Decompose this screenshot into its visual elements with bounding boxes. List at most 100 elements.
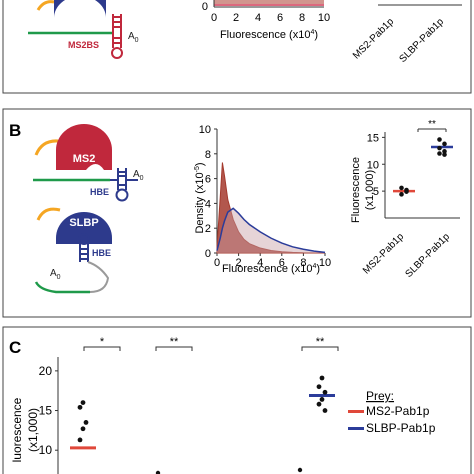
legend-swatch-ms2 bbox=[348, 410, 364, 413]
hbe-label-bottom: HBE bbox=[92, 248, 111, 258]
density-y-tick-label: 4 bbox=[205, 198, 211, 210]
poly-a-label: A0 bbox=[128, 31, 139, 44]
sig-label-3: ** bbox=[316, 336, 325, 348]
panel-a-x-tick-label: 6 bbox=[277, 12, 283, 24]
dot-c-point bbox=[155, 470, 161, 474]
panel-a-category-slbp: SLBP-Pab1p bbox=[397, 16, 446, 65]
panel-b-density-plot: 0 2 4 6 8 10 0 2 4 6 8 10 bbox=[199, 124, 331, 269]
dot-c-y-tick-label: 15 bbox=[39, 404, 53, 418]
dot-b-y-tick-label: 5 bbox=[373, 186, 379, 198]
panel-a-diagram: SLBP MS2BS A0 bbox=[28, 0, 139, 59]
panel-a-density-fill bbox=[214, 0, 324, 6]
dot-b-y-tick-label: 15 bbox=[367, 132, 379, 144]
panel-a-x-tick-label: 10 bbox=[318, 12, 330, 24]
density-y-tick-label: 8 bbox=[205, 149, 211, 161]
dot-c-point bbox=[77, 437, 83, 443]
panel-b-density-x-label: Fluorescence (x104) bbox=[222, 263, 320, 275]
legend-swatch-slbp bbox=[348, 427, 364, 430]
dot-b-point bbox=[442, 152, 447, 157]
density-y-tick-label: 0 bbox=[205, 248, 211, 260]
panel-c-significance-1: * bbox=[83, 336, 121, 351]
density-series-red-area bbox=[216, 162, 326, 254]
ms2bs-loop bbox=[111, 47, 123, 59]
hbe-label-top: HBE bbox=[90, 187, 109, 197]
panel-b-dot-y-label: Fluorescence bbox=[350, 157, 362, 223]
panel-b-significance: ** bbox=[428, 119, 436, 130]
panel-a-dot-plot: MS2-Pab1p SLBP-Pab1p bbox=[351, 4, 462, 65]
density-x-tick-label: 8 bbox=[300, 257, 306, 269]
linker-squiggle bbox=[34, 139, 59, 156]
density-y-tick-label: 10 bbox=[199, 124, 211, 136]
dot-b-point bbox=[442, 141, 447, 147]
panel-b-dot-plot: 5 10 15 bbox=[367, 132, 460, 219]
panel-c-frame bbox=[2, 326, 472, 474]
panel-c: C luorescence (x1,000) * ** ** 10 15 20 Pr… bbox=[9, 336, 436, 474]
dot-b-point bbox=[437, 145, 442, 151]
density-y-tick-label: 6 bbox=[205, 174, 211, 186]
dot-c-point bbox=[83, 420, 89, 425]
density-x-tick-label: 6 bbox=[279, 257, 285, 269]
dot-c-point bbox=[319, 375, 325, 381]
dot-c-point bbox=[319, 397, 325, 402]
ms2-protein-label: MS2 bbox=[73, 153, 96, 165]
panel-c-label: C bbox=[9, 338, 21, 357]
dot-c-point bbox=[80, 426, 86, 432]
dot-c-point bbox=[77, 404, 83, 410]
hbe-stemloop-top bbox=[110, 168, 138, 190]
dot-b-point bbox=[399, 185, 404, 191]
dot-b-y-tick-label: 10 bbox=[367, 159, 379, 171]
dot-c-point bbox=[80, 400, 86, 405]
panel-a: SLBP MS2BS A0 0 0 2 4 6 8 10 Fluorescence (x1… bbox=[28, 0, 462, 65]
panel-a-frame bbox=[2, 0, 472, 94]
hbe-loop-top bbox=[115, 188, 129, 202]
panel-a-x-tick-label: 0 bbox=[211, 12, 217, 24]
panel-b-category-slbp: SLBP-Pab1p bbox=[403, 231, 452, 280]
dot-b-point bbox=[404, 189, 409, 194]
panel-a-x-tick-label: 2 bbox=[233, 12, 239, 24]
hbe-loop-bottom bbox=[78, 233, 90, 245]
panel-c-dot-plot: 10 15 20 bbox=[39, 357, 335, 474]
dot-c-y-tick-label: 20 bbox=[39, 364, 53, 378]
panel-b-density-y-label: Density (x10-5) bbox=[194, 162, 206, 233]
sig-label-2: ** bbox=[170, 336, 179, 348]
panel-a-x-ticks: 0 2 4 6 8 10 bbox=[211, 12, 330, 24]
dot-c-point bbox=[316, 401, 322, 407]
dot-c-point bbox=[316, 384, 322, 390]
panel-a-y-tick-0: 0 bbox=[202, 1, 208, 13]
panel-b-diagram-top: MS2 HBE A0 bbox=[33, 124, 144, 202]
dot-c-point bbox=[322, 408, 328, 413]
density-series-blue-line bbox=[216, 207, 326, 254]
dot-b-point bbox=[437, 151, 442, 156]
slbp-protein-label: SLBP bbox=[65, 3, 94, 15]
panel-a-x-tick-label: 4 bbox=[255, 12, 261, 24]
ms2-protein-shape bbox=[56, 124, 112, 170]
sig-label-1: * bbox=[100, 336, 105, 348]
density-series-blue-area bbox=[217, 208, 325, 253]
dot-b-point bbox=[399, 192, 404, 197]
density-x-tick-label: 4 bbox=[257, 257, 263, 269]
panel-c-y-label-2: (x1,000) bbox=[26, 408, 40, 452]
panel-c-significance-3: ** bbox=[301, 336, 339, 351]
panel-a-density-plot: 0 0 2 4 6 8 10 Fluorescence (x104) bbox=[202, 0, 330, 41]
panel-b-category-ms2: MS2-Pab1p bbox=[361, 231, 406, 276]
dot-b-point bbox=[442, 149, 447, 154]
panel-c-y-label: luorescence bbox=[10, 397, 24, 462]
panel-c-significance-2: ** bbox=[155, 336, 193, 351]
linker-squiggle bbox=[36, 207, 61, 221]
panel-b-diagram-bottom: SLBP HBE A0 bbox=[34, 207, 112, 294]
slbp-protein-label-bottom: SLBP bbox=[69, 217, 98, 229]
sig-bracket-3 bbox=[301, 346, 339, 351]
sig-bracket-2 bbox=[155, 346, 193, 351]
ms2bs-label: MS2BS bbox=[68, 40, 99, 50]
sig-bracket-1 bbox=[83, 346, 121, 351]
dot-b-point bbox=[437, 137, 442, 142]
mrna-return-green bbox=[34, 281, 90, 294]
mrna-return-grey bbox=[87, 261, 110, 293]
legend-label-slbp: SLBP-Pab1p bbox=[366, 421, 436, 435]
panel-c-legend: Prey: MS2-Pab1p SLBP-Pab1p bbox=[348, 389, 436, 435]
legend-title: Prey: bbox=[366, 389, 394, 403]
panel-a-x-axis-label: Fluorescence (x104) bbox=[220, 29, 318, 41]
